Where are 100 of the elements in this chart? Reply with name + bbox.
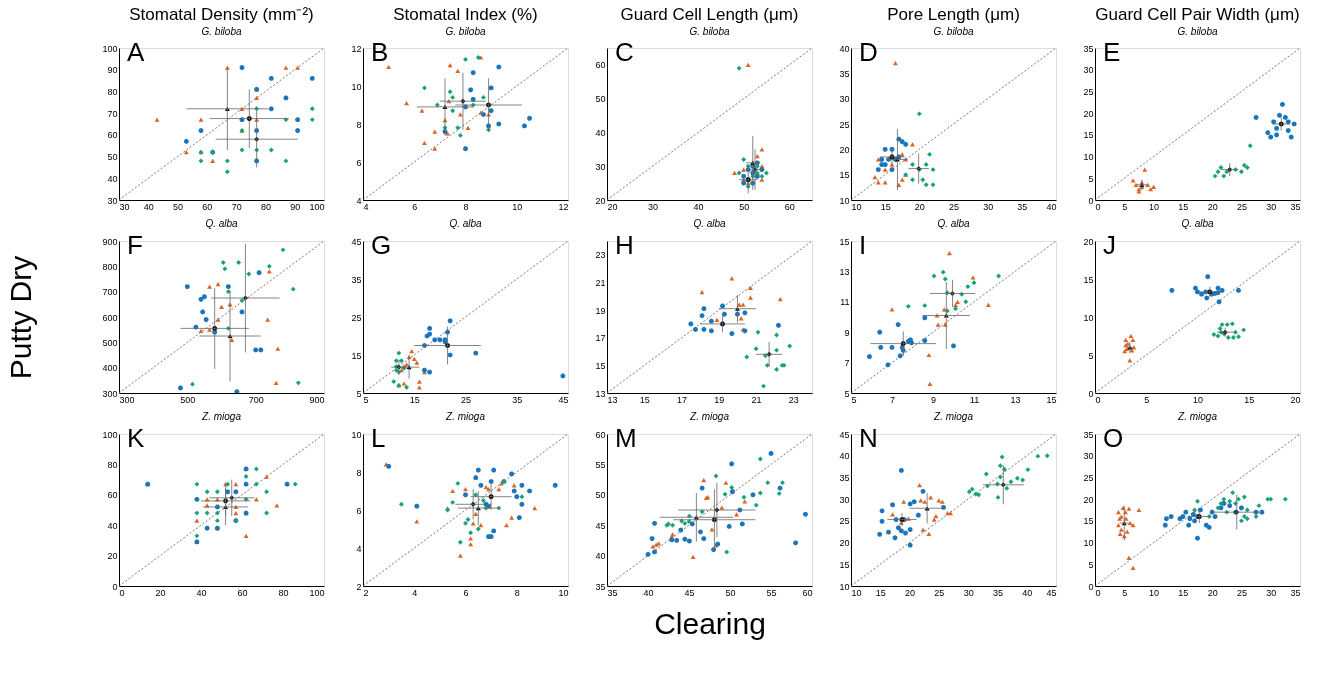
- x-tick-label: 11: [969, 394, 980, 405]
- x-tick-label: 60: [237, 587, 248, 598]
- y-tick-label: 60: [595, 60, 606, 71]
- chart-subtitle: G. biloba: [933, 26, 974, 37]
- x-tick-label: 15: [639, 394, 650, 405]
- x-tick-label: 0: [119, 587, 125, 598]
- y-tick-label: 40: [107, 520, 118, 531]
- y-tick-label: 80: [107, 459, 118, 470]
- x-tick-label: 10: [558, 587, 569, 598]
- y-tick-label: 15: [1083, 130, 1094, 141]
- y-tick-label: 100: [102, 43, 118, 54]
- x-tick-label: 40: [196, 587, 207, 598]
- y-tick-label: 40: [595, 551, 606, 562]
- x-tick-label: 300: [119, 394, 135, 405]
- y-tick-label: 35: [351, 274, 362, 285]
- x-tick-label: 13: [1010, 394, 1021, 405]
- x-tick-label: 45: [1046, 587, 1057, 598]
- y-tick-label: 800: [102, 261, 118, 272]
- x-tick-label: 60: [802, 587, 813, 598]
- y-tick-label: 35: [1083, 429, 1094, 440]
- x-tick-label: 90: [290, 201, 301, 212]
- x-tick-label: 20: [607, 201, 618, 212]
- chart-subtitle: Q. alba: [1181, 218, 1215, 229]
- x-tick-label: 4: [363, 201, 369, 212]
- y-tick-label: 20: [839, 538, 850, 549]
- chart-title: Guard Cell Pair Width (μm): [1095, 5, 1300, 24]
- x-tick-label: 15: [1244, 394, 1255, 405]
- y-tick-label: 20: [839, 144, 850, 155]
- x-tick-label: 10: [851, 201, 862, 212]
- x-tick-label: 4: [412, 587, 418, 598]
- x-tick-label: 5: [1122, 587, 1128, 598]
- chart-title: Stomatal Density (mm⁻²): [129, 5, 314, 24]
- annotation: L: [371, 423, 386, 453]
- chart-subtitle: Q. alba: [205, 218, 239, 229]
- x-tick-label: 35: [1290, 201, 1301, 212]
- x-tick-label: 15: [1178, 587, 1189, 598]
- annotation: J: [1103, 230, 1116, 260]
- y-tick-label: 55: [595, 459, 606, 470]
- x-tick-label: 50: [173, 201, 184, 212]
- x-tick-label: 15: [875, 587, 886, 598]
- y-tick-label: 50: [595, 490, 606, 501]
- annotation: K: [127, 423, 145, 453]
- x-tick-label: 25: [934, 587, 945, 598]
- x-tick-label: 20: [1207, 587, 1218, 598]
- chart-title: Stomatal Index (%): [393, 5, 538, 24]
- y-tick-label: 17: [595, 333, 606, 344]
- x-tick-label: 35: [1017, 201, 1028, 212]
- y-tick-label: 5: [1088, 173, 1094, 184]
- x-tick-label: 20: [155, 587, 166, 598]
- y-tick-label: 25: [839, 119, 850, 130]
- y-tick-label: 45: [595, 520, 606, 531]
- x-tick-label: 15: [1046, 394, 1057, 405]
- y-tick-label: 45: [839, 429, 850, 440]
- x-tick-label: 70: [231, 201, 242, 212]
- y-tick-label: 50: [107, 152, 118, 163]
- x-tick-label: 80: [278, 587, 289, 598]
- y-tick-label: 40: [595, 127, 606, 138]
- x-tick-label: 40: [1022, 587, 1033, 598]
- x-tick-label: 15: [409, 394, 420, 405]
- y-tick-label: 30: [1083, 65, 1094, 76]
- x-tick-label: 50: [739, 201, 750, 212]
- y-tick-label: 15: [839, 170, 850, 181]
- y-tick-label: 60: [107, 490, 118, 501]
- annotation: F: [127, 230, 143, 260]
- chart-title: Pore Length (μm): [887, 5, 1020, 24]
- y-tick-label: 40: [107, 173, 118, 184]
- y-tick-label: 20: [1083, 108, 1094, 119]
- y-tick-label: 15: [839, 236, 850, 247]
- x-tick-label: 25: [460, 394, 472, 405]
- x-tick-label: 60: [202, 201, 213, 212]
- x-tick-label: 40: [693, 201, 704, 212]
- y-tick-label: 50: [595, 94, 606, 105]
- x-tick-label: 900: [309, 394, 325, 405]
- y-tick-label: 10: [1083, 312, 1094, 323]
- y-tick-label: 20: [1083, 494, 1094, 505]
- x-tick-label: 5: [363, 394, 369, 405]
- y-tick-label: 10: [1083, 538, 1094, 549]
- y-tick-label: 20: [107, 551, 118, 562]
- y-axis-title: Putty Dry: [3, 255, 37, 380]
- y-tick-label: 23: [595, 250, 606, 261]
- chart-subtitle: Z. mioga: [1177, 411, 1218, 422]
- chart-subtitle: G. biloba: [1177, 26, 1218, 37]
- annotation: C: [615, 37, 634, 67]
- annotation: O: [1103, 423, 1124, 453]
- y-tick-label: 15: [839, 559, 850, 570]
- annotation: M: [615, 423, 637, 453]
- x-tick-label: 50: [725, 587, 736, 598]
- x-tick-label: 5: [1122, 201, 1128, 212]
- chart-subtitle: Z. mioga: [445, 411, 486, 422]
- x-tick-label: 40: [143, 201, 154, 212]
- y-tick-label: 21: [595, 277, 606, 288]
- x-tick-label: 25: [1236, 201, 1247, 212]
- x-tick-label: 9: [930, 394, 937, 405]
- y-tick-label: 80: [107, 86, 118, 97]
- y-tick-label: 15: [1083, 516, 1094, 527]
- y-tick-label: 35: [1083, 43, 1094, 54]
- x-tick-label: 17: [677, 394, 688, 405]
- x-tick-label: 100: [309, 587, 325, 598]
- annotation: B: [371, 37, 389, 67]
- x-tick-label: 13: [607, 394, 618, 405]
